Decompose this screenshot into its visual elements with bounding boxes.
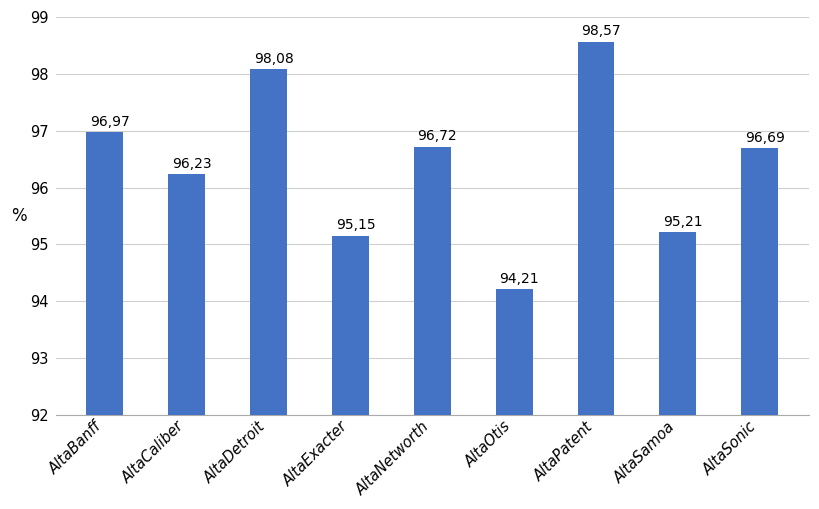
Text: 95,15: 95,15 bbox=[335, 218, 375, 233]
Text: 94,21: 94,21 bbox=[499, 272, 538, 286]
Text: 96,69: 96,69 bbox=[744, 131, 784, 145]
Bar bbox=[332, 236, 369, 415]
Y-axis label: %: % bbox=[11, 207, 27, 225]
Bar bbox=[414, 147, 450, 415]
Bar bbox=[168, 175, 205, 415]
Bar bbox=[740, 148, 777, 415]
Bar bbox=[495, 289, 532, 415]
Text: 96,23: 96,23 bbox=[172, 157, 211, 171]
Bar bbox=[577, 42, 613, 415]
Text: 95,21: 95,21 bbox=[663, 215, 702, 229]
Bar bbox=[658, 233, 695, 415]
Text: 96,97: 96,97 bbox=[90, 115, 129, 129]
Text: 98,57: 98,57 bbox=[581, 24, 620, 38]
Text: 98,08: 98,08 bbox=[253, 52, 293, 66]
Bar bbox=[250, 69, 287, 415]
Text: 96,72: 96,72 bbox=[417, 129, 456, 143]
Bar bbox=[86, 132, 123, 415]
